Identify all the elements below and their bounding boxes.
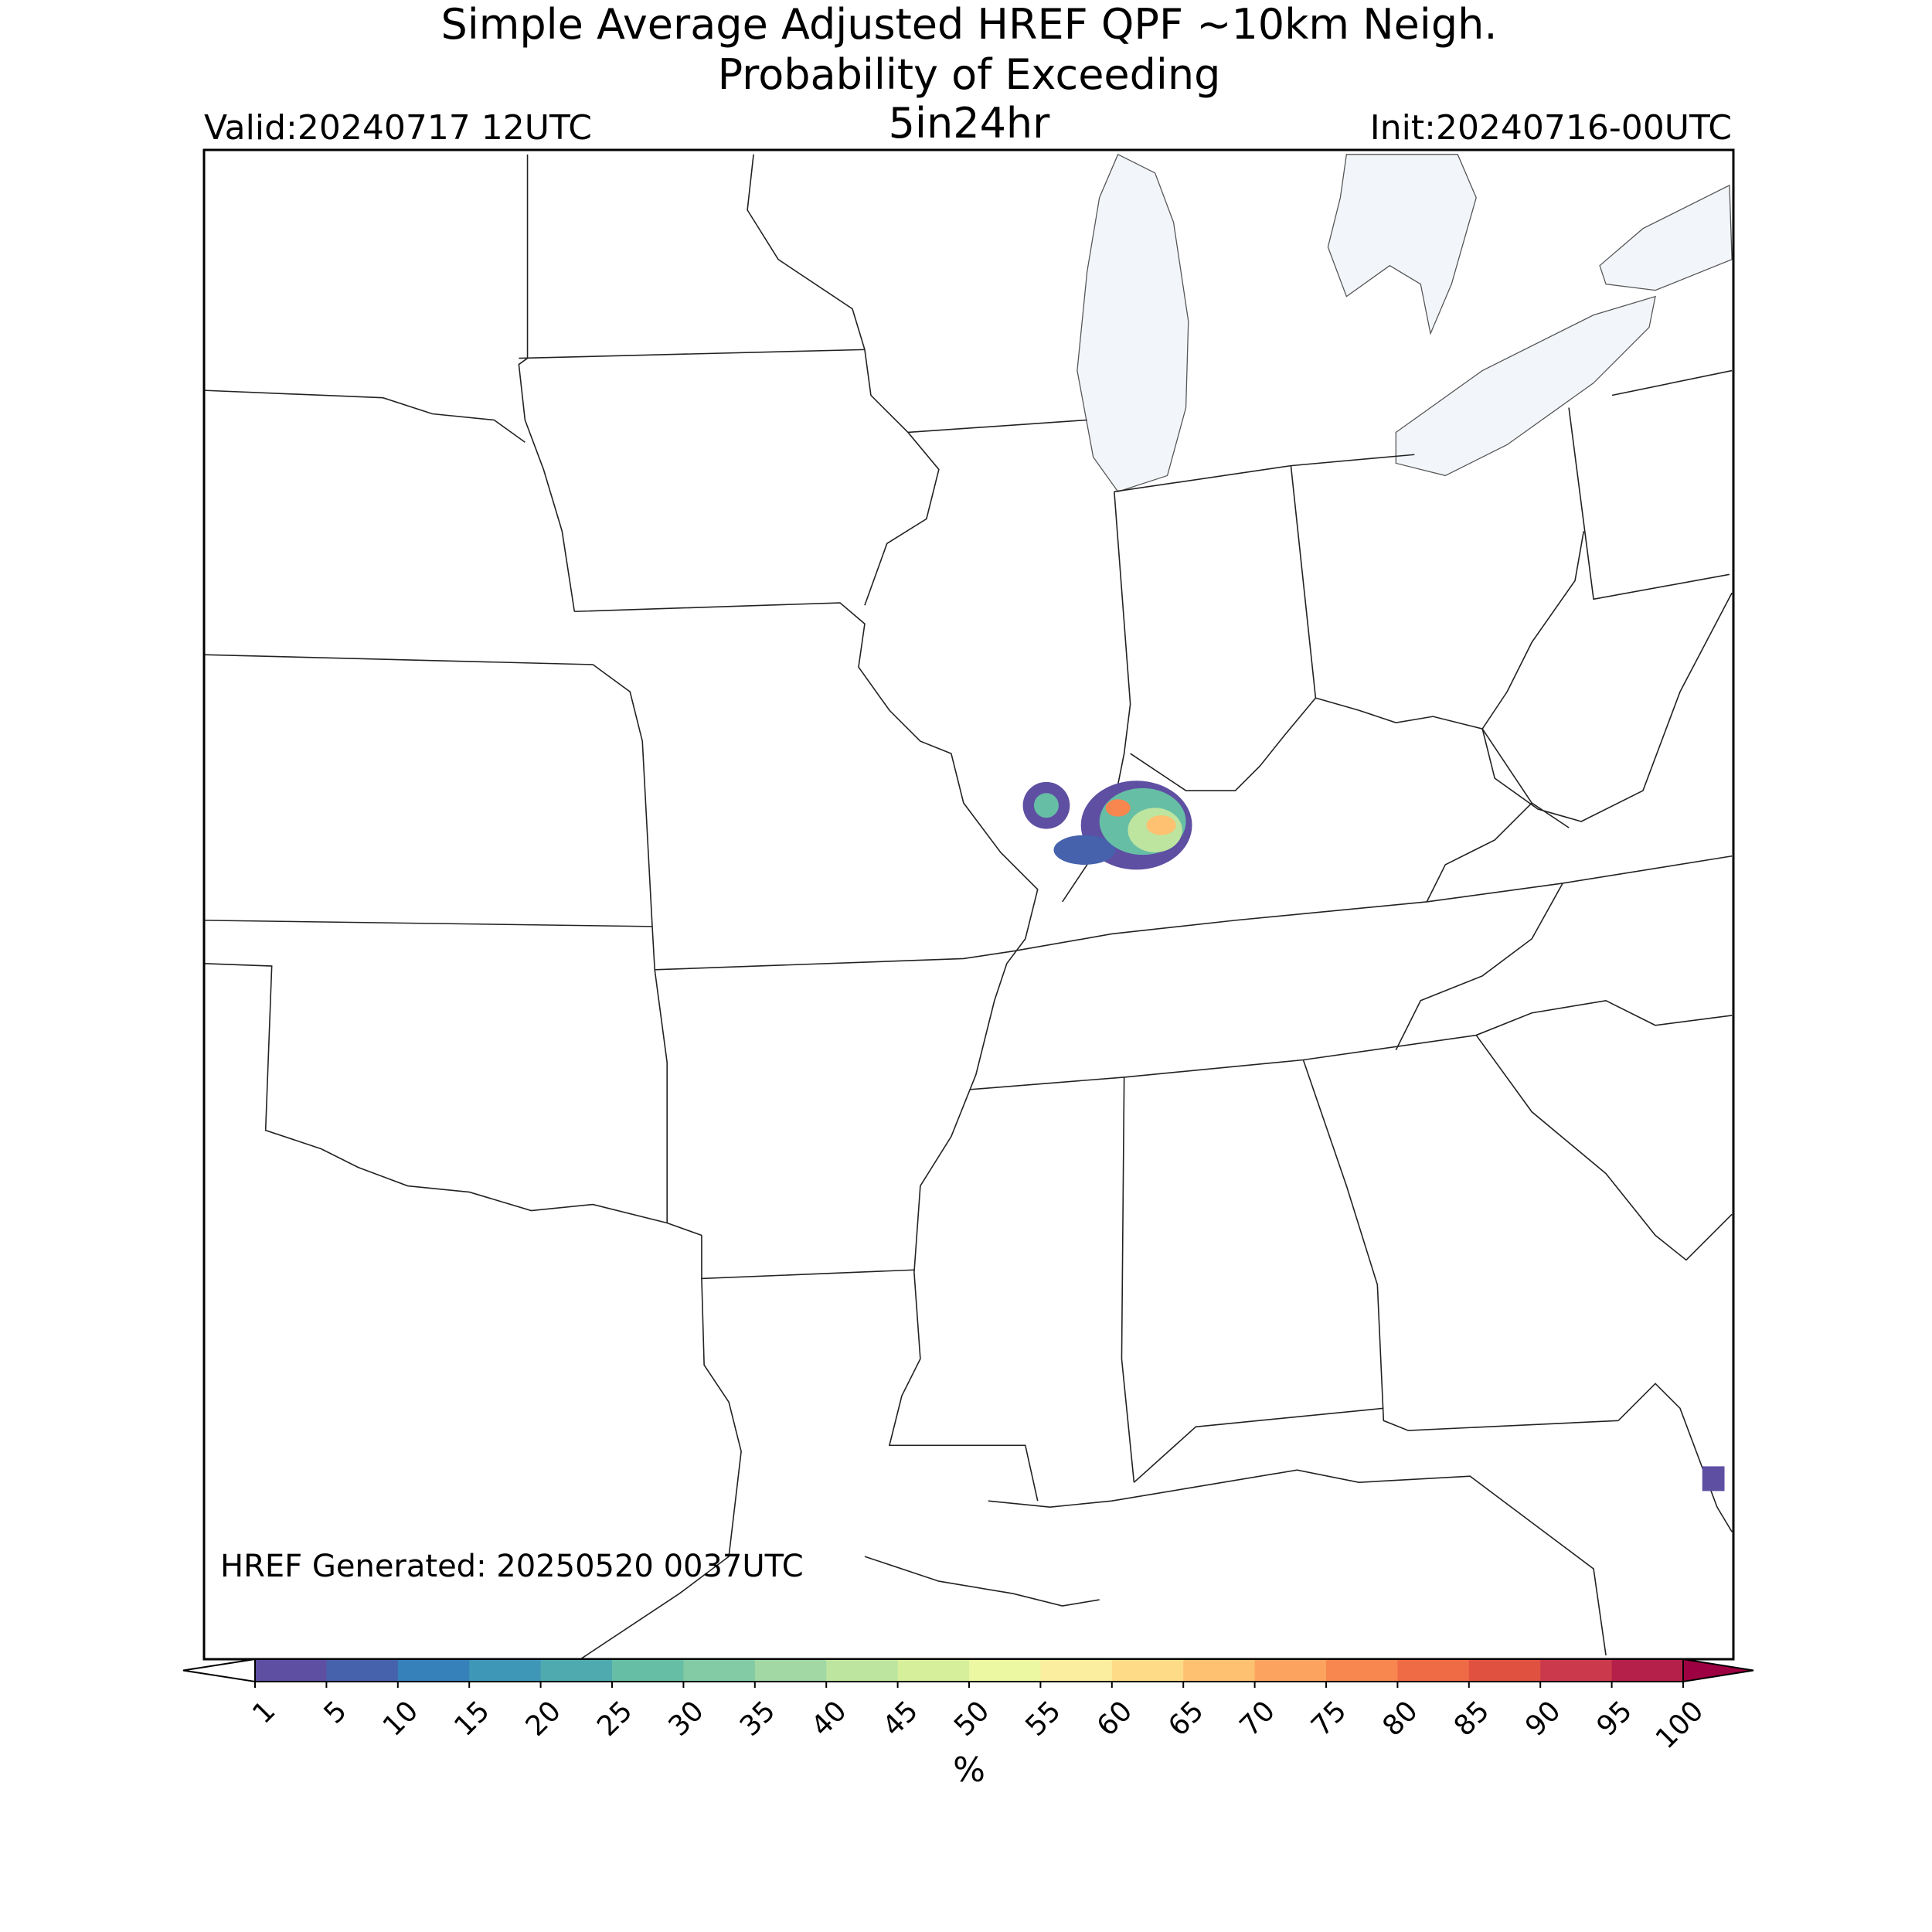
colorbar-over [1682, 1658, 1754, 1683]
colorbar-bin [255, 1659, 327, 1682]
colorbar-tick-label: 100 [1650, 1695, 1710, 1755]
colorbar-tick-label: 10 [377, 1695, 424, 1742]
valid-time: Valid:20240717 12UTC [204, 108, 592, 148]
colorbar-bin [469, 1659, 542, 1682]
colorbar-label: % [953, 1750, 985, 1790]
colorbar-tick-label: 15 [448, 1695, 495, 1742]
colorbar-tick-label: 25 [591, 1695, 638, 1742]
colorbar-bin [1468, 1659, 1541, 1682]
colorbar-tick-label: 75 [1305, 1695, 1352, 1742]
colorbar-bin [612, 1659, 684, 1682]
colorbar-bin [683, 1659, 756, 1682]
colorbar-bin [1183, 1659, 1256, 1682]
colorbar-bin [1611, 1659, 1684, 1682]
colorbar-bin [1540, 1659, 1613, 1682]
colorbar-bin [1254, 1659, 1327, 1682]
colorbar-tick-label: 45 [877, 1695, 924, 1742]
colorbar-bin [897, 1659, 970, 1682]
colorbar-tick-label: 5 [318, 1695, 353, 1730]
title-line1: Simple Average Adjusted HREF QPF ~10km N… [441, 0, 1498, 49]
colorbar-tick-label: 55 [1019, 1695, 1066, 1742]
colorbar-tick-label: 20 [520, 1695, 567, 1742]
colorbar-bin [1326, 1659, 1398, 1682]
colorbar-under [182, 1658, 256, 1683]
colorbar-bin [326, 1659, 399, 1682]
colorbar-bin [754, 1659, 827, 1682]
colorbar: 1 5 10 15 20 25 30 35 40 45 50 55 60 65 70 75 80 85 90 95 10… [182, 1658, 1754, 1790]
footnote: HREF Generated: 20250520 0037UTC [220, 1549, 804, 1584]
colorbar-bin [826, 1659, 899, 1682]
map: HREF Generated: 20250520 0037UTC [202, 148, 1735, 1661]
colorbar-bin [969, 1659, 1041, 1682]
colorbar-tick-label: 30 [662, 1695, 709, 1742]
colorbar-bin [1040, 1659, 1113, 1682]
title-line2: Probability of Exceeding [718, 50, 1221, 99]
colorbar-tick-label: 1 [247, 1695, 281, 1730]
colorbar-bin [540, 1659, 613, 1682]
colorbar-tick-label: 90 [1519, 1695, 1566, 1742]
colorbar-tick-label: 60 [1091, 1695, 1138, 1742]
colorbar-tick-label: 35 [734, 1695, 781, 1742]
colorbar-bin [1111, 1659, 1184, 1682]
colorbar-tick-label: 80 [1376, 1695, 1423, 1742]
colorbar-tick-label: 40 [805, 1695, 852, 1742]
colorbar-tick-label: 95 [1591, 1695, 1638, 1742]
colorbar-bin [1397, 1659, 1470, 1682]
colorbar-tick-label: 65 [1162, 1695, 1209, 1742]
colorbar-bin [397, 1659, 470, 1682]
probability-field [1022, 781, 1725, 1492]
threshold: 5in24hr [889, 99, 1051, 148]
colorbar-tick-label: 50 [948, 1695, 995, 1742]
init-time: Init:20240716-00UTC [1370, 108, 1732, 148]
colorbar-tick-label: 70 [1234, 1695, 1281, 1742]
colorbar-tick-label: 85 [1448, 1695, 1495, 1742]
